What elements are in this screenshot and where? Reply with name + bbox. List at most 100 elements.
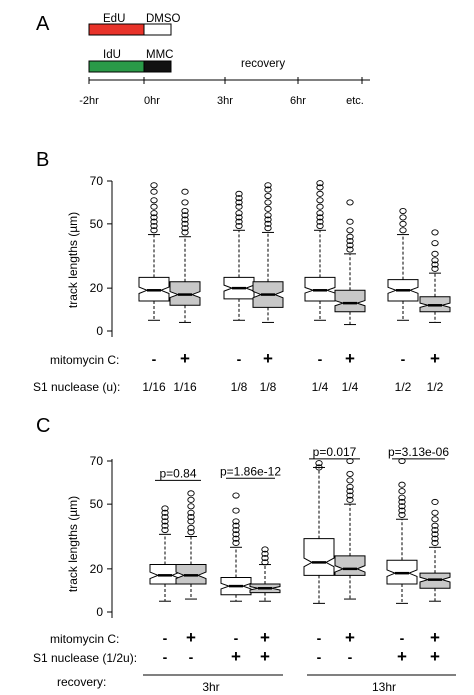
y-tick-label: 70: [90, 454, 104, 468]
outlier-point: [150, 188, 158, 195]
outlier-point: [235, 214, 243, 221]
mitomycin-sign: -: [237, 351, 242, 367]
recovery-label-13hr: 13hr: [372, 680, 396, 694]
outlier-point: [431, 516, 439, 523]
outlier-point: [261, 559, 269, 566]
y-tick-label: 20: [90, 281, 104, 295]
outlier-point: [150, 222, 158, 230]
outlier-point: [346, 246, 354, 253]
outlier-point: [316, 218, 324, 225]
p-value-label: p=0.017: [313, 445, 357, 459]
outlier-point: [187, 496, 195, 503]
outlier-point: [346, 242, 354, 249]
dmso-label: DMSO: [146, 13, 181, 25]
idu-bar: [88, 60, 145, 73]
box-series-item: [252, 182, 284, 323]
mitomycin-sign: -: [152, 351, 157, 367]
outlier-point: [235, 210, 243, 217]
box-series-item: [220, 492, 252, 602]
outlier-point: [398, 498, 406, 506]
outlier-point: [264, 225, 272, 232]
outlier-point: [346, 227, 354, 234]
outlier-point: [431, 265, 439, 272]
outlier-point: [346, 488, 354, 495]
outlier-point: [150, 197, 158, 204]
box-series-item: [149, 505, 181, 602]
mitomycin-sign: +: [345, 628, 355, 647]
recovery-label-3hr: 3hr: [202, 680, 219, 694]
y-tick-label: 0: [96, 605, 103, 619]
outlier-point: [399, 214, 407, 221]
outlier-point: [161, 505, 169, 512]
outlier-point: [232, 535, 240, 542]
panel-c: C track lengths (µm) mitomycin C: S1 nuc…: [33, 415, 456, 694]
timeline-label: -2hr: [79, 95, 99, 107]
idu-label: IdU: [103, 49, 121, 61]
box: [303, 538, 335, 576]
mitomycin-sign: +: [430, 349, 440, 368]
mitomycin-sign: +: [345, 349, 355, 368]
y-tick-label: 50: [90, 217, 104, 231]
outlier-point: [264, 212, 272, 219]
outlier-point: [431, 522, 439, 529]
outlier-point: [399, 220, 407, 227]
outlier-point: [264, 216, 272, 223]
outlier-point: [261, 546, 269, 553]
box-series-item: [223, 190, 255, 321]
outlier-point: [431, 535, 439, 542]
outlier-point: [181, 207, 189, 215]
outlier-point: [181, 229, 189, 236]
outlier-point: [161, 514, 169, 521]
s1-value: +: [231, 647, 241, 666]
outlier-point: [264, 199, 272, 206]
outlier-point: [316, 197, 324, 204]
box-series-item: [303, 460, 335, 604]
panel-a-letter: A: [36, 13, 50, 35]
outlier-point: [398, 511, 406, 518]
outlier-point: [431, 240, 439, 247]
s1-value: +: [430, 647, 440, 666]
mitomycin-sign: -: [401, 351, 406, 367]
outlier-point: [181, 199, 189, 206]
outlier-point: [346, 237, 354, 245]
panel-b-letter: B: [36, 149, 49, 171]
outlier-point: [264, 220, 272, 227]
box-series-item: [249, 546, 281, 602]
edu-label: EdU: [103, 13, 125, 25]
mitomycin-sign: +: [263, 349, 273, 368]
outlier-point: [264, 186, 272, 193]
outlier-point: [398, 503, 406, 510]
outlier-point: [150, 218, 158, 225]
outlier-point: [235, 190, 243, 197]
outlier-point: [232, 531, 240, 538]
s1-value: +: [260, 647, 270, 666]
outlier-point: [235, 199, 243, 206]
box-series-item: [175, 490, 207, 600]
outlier-point: [161, 526, 169, 534]
mitomycin-sign: -: [318, 351, 323, 367]
outlier-point: [398, 481, 406, 488]
row-label-s1: S1 nuclease (u):: [33, 380, 120, 394]
s1-value: -: [348, 649, 353, 665]
outlier-point: [264, 182, 272, 189]
outlier-point: [316, 214, 324, 221]
outlier-point: [232, 522, 240, 529]
mmc-box: [143, 60, 172, 73]
outlier-point: [150, 227, 158, 234]
mitomycin-sign: +: [430, 628, 440, 647]
outlier-point: [235, 218, 243, 225]
outlier-point: [181, 216, 189, 223]
s1-value: 1/4: [312, 380, 329, 394]
p-value-label: p=0.84: [159, 466, 196, 480]
s1-value: 1/2: [427, 380, 444, 394]
outlier-point: [232, 492, 240, 499]
s1-value: +: [397, 647, 407, 666]
y-tick-label: 70: [90, 174, 104, 188]
outlier-point: [161, 522, 169, 529]
box-series-item: [334, 457, 366, 600]
outlier-point: [181, 220, 189, 227]
outlier-point: [150, 203, 158, 210]
s1-value: 1/16: [173, 380, 197, 394]
outlier-point: [264, 205, 272, 212]
